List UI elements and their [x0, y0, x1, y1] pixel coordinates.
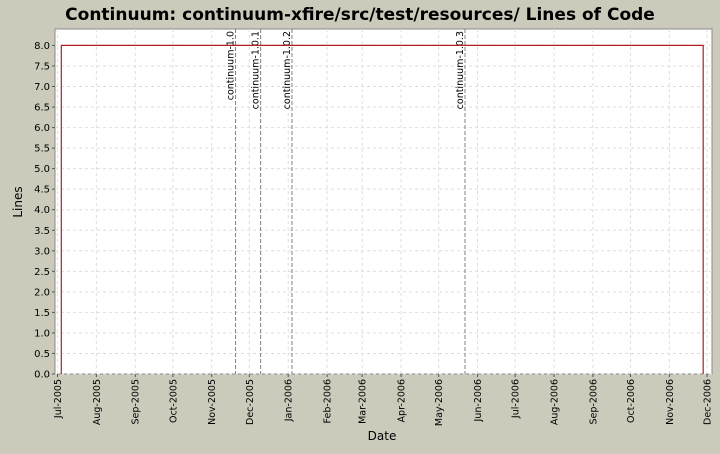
y-tick-label: 2.0	[34, 287, 50, 298]
y-tick-label: 0.0	[34, 370, 50, 381]
y-tick-label: 7.0	[34, 82, 50, 93]
x-tick-label: Jul-2006	[511, 379, 522, 419]
y-tick-label: 3.0	[34, 246, 50, 257]
x-axis-label: Date	[368, 429, 397, 443]
x-tick-label: Aug-2005	[92, 379, 103, 425]
y-tick-label: 8.0	[34, 41, 50, 52]
y-tick-label: 5.5	[34, 144, 50, 155]
plot-area	[54, 28, 713, 375]
y-axis-label: Lines	[11, 186, 25, 217]
series-layer	[60, 44, 704, 374]
y-tick-label: 6.5	[34, 103, 50, 114]
x-tick-label: Aug-2006	[550, 379, 561, 425]
x-tick-label: Sep-2005	[131, 379, 142, 425]
y-tick-label: 7.5	[34, 61, 50, 72]
x-tick-label: Jul-2005	[53, 379, 64, 419]
x-tick-label: Sep-2006	[588, 379, 599, 425]
axes: 0.0 0.5 1.0 1.5 2.0 2.5 3.0 3.5 4.0 4.5 5.0 5.5 6.0 6…	[34, 41, 713, 426]
y-tick-label: 0.5	[34, 349, 50, 360]
y-tick-label: 6.0	[34, 123, 50, 134]
x-tick-label: May-2006	[434, 379, 445, 426]
y-tick-label: 1.5	[34, 308, 50, 319]
version-marker-label: continuum-1.0.1	[251, 31, 262, 109]
y-tick-label: 4.5	[34, 185, 50, 196]
x-tick-label: Feb-2006	[323, 379, 334, 423]
chart-title: Continuum: continuum-xfire/src/test/reso…	[65, 5, 655, 25]
x-tick-label: Nov-2006	[665, 379, 676, 425]
x-tick-label: Mar-2006	[358, 379, 369, 424]
version-marker-label: continuum-1.0.3	[455, 31, 466, 109]
version-marker-label: continuum-1.0	[226, 31, 237, 100]
x-tick-label: Dec-2006	[702, 379, 713, 425]
x-tick-label: Oct-2005	[168, 379, 179, 423]
x-tick-label: Oct-2006	[626, 379, 637, 423]
y-tick-label: 2.5	[34, 267, 50, 278]
y-tick-label: 4.0	[34, 205, 50, 216]
series-line	[60, 44, 704, 374]
version-markers: continuum-1.0 continuum-1.0.1 continuum-1.…	[226, 29, 466, 374]
x-tick-label: Dec-2005	[245, 379, 256, 425]
x-tick-label: Jun-2006	[473, 379, 484, 422]
y-tick-label: 5.0	[34, 164, 50, 175]
x-tick-label: Nov-2005	[207, 379, 218, 425]
x-tick-label: Apr-2006	[397, 379, 408, 422]
y-tick-label: 1.0	[34, 328, 50, 339]
y-tick-label: 3.5	[34, 226, 50, 237]
x-tick-label: Jan-2006	[284, 379, 295, 422]
version-marker-label: continuum-1.0.2	[282, 31, 293, 109]
